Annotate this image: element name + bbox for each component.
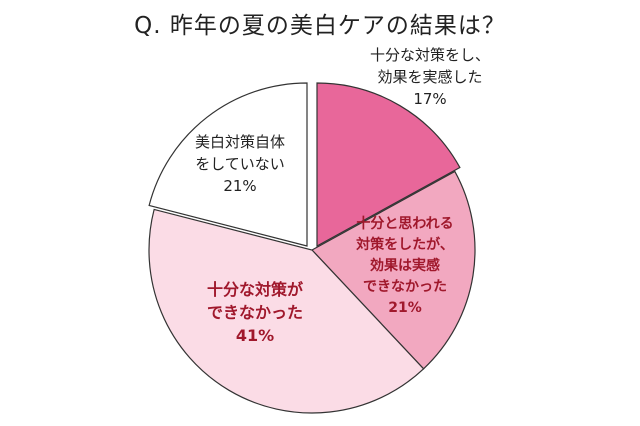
- pie-slice-2: [311, 170, 476, 370]
- slice-label-1-line: 17%: [413, 90, 446, 108]
- slice-label-3-line: 十分な対策が: [207, 280, 303, 299]
- pie-slice-1: [316, 82, 461, 248]
- slice-label-3: 十分な対策ができなかった 41%: [207, 280, 303, 345]
- slice-label-4-line: 21%: [223, 177, 256, 195]
- slice-label-1-line: 効果を実感した: [377, 68, 482, 86]
- slice-label-4: 美白対策自体をしていない 21%: [195, 133, 285, 195]
- slice-label-1: 十分な対策をし、効果を実感した 17%: [370, 46, 490, 108]
- chart-title: Q. 昨年の夏の美白ケアの結果は？: [134, 13, 506, 39]
- slice-label-2-line: 対策をしたが、: [355, 236, 454, 253]
- pie-slice-3: [148, 208, 425, 414]
- pie-slice-4: [148, 82, 308, 247]
- slice-label-4-line: 美白対策自体: [195, 133, 285, 151]
- slice-label-1-line: 十分な対策をし、: [370, 46, 490, 64]
- slice-label-3-line: できなかった: [207, 303, 303, 322]
- slice-label-2-line: 効果は実感: [370, 257, 440, 274]
- slice-label-2-line: 21%: [388, 300, 422, 316]
- slice-label-2-line: できなかった: [363, 279, 447, 295]
- slice-label-2-line: 十分と思われる: [356, 215, 453, 232]
- slice-label-2: 十分と思われる対策をしたが、効果は実感できなかった 21%: [355, 215, 454, 316]
- slice-label-3-line: 41%: [236, 326, 274, 345]
- slice-label-4-line: をしていない: [195, 155, 285, 173]
